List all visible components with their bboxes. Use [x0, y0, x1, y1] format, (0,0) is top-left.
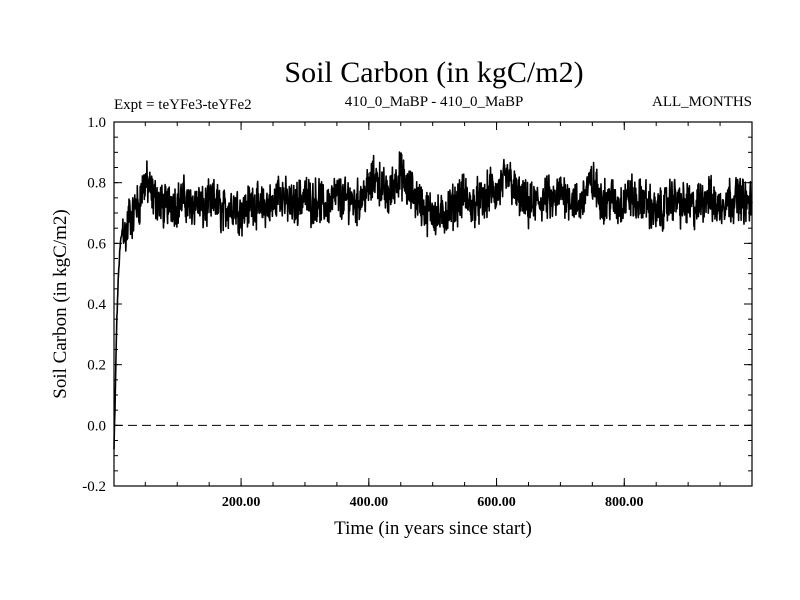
- period-label: 410_0_MaBP - 410_0_MaBP: [345, 94, 524, 110]
- y-axis-label: Soil Carbon (in kgC/m2): [50, 209, 71, 398]
- y-tick-label: 0.8: [87, 176, 106, 192]
- x-tick-label: 400.00: [350, 495, 389, 510]
- y-tick-label: -0.2: [82, 479, 106, 495]
- experiment-label: Expt = teYFe3-teYFe2: [114, 97, 252, 113]
- y-tick-label: 0.4: [87, 297, 106, 313]
- x-tick-label: 200.00: [222, 495, 261, 510]
- chart-title: Soil Carbon (in kgC/m2): [284, 56, 583, 89]
- plot-frame: [113, 121, 753, 487]
- plot-area: -0.2 0.0 0.2 0.4 0.6 0.8 1.0 200.00 400.00 600.00…: [82, 115, 753, 510]
- months-label: ALL_MONTHS: [652, 94, 752, 110]
- x-tick-label: 800.00: [605, 495, 644, 510]
- x-axis-label: Time (in years since start): [334, 518, 532, 539]
- y-tick-label: 1.0: [87, 115, 106, 131]
- y-tick-label: 0.0: [87, 418, 106, 434]
- y-tick-label: 0.6: [87, 236, 106, 252]
- soil-carbon-series-line: [113, 151, 753, 450]
- x-tick-label: 600.00: [477, 495, 516, 510]
- y-tick-label: 0.2: [87, 358, 106, 374]
